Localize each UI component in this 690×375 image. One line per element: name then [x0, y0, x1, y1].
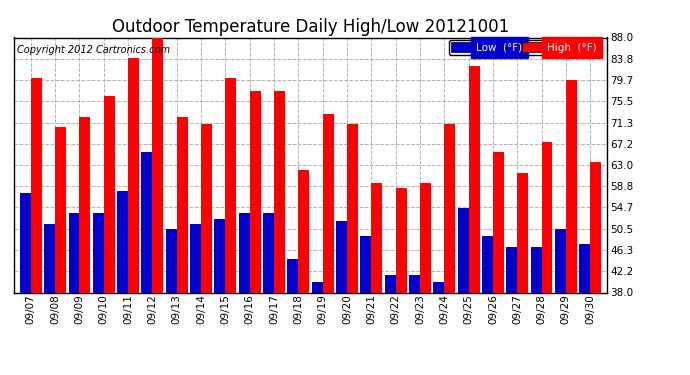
Bar: [263, 213, 274, 292]
Bar: [190, 224, 201, 292]
Bar: [444, 124, 455, 292]
Bar: [128, 58, 139, 292]
Bar: [482, 236, 493, 292]
Bar: [469, 66, 480, 292]
Bar: [117, 190, 128, 292]
Bar: [385, 274, 395, 292]
Bar: [371, 183, 382, 292]
Bar: [555, 229, 566, 292]
Bar: [166, 229, 177, 292]
Bar: [579, 244, 590, 292]
Bar: [215, 219, 226, 292]
Bar: [288, 260, 298, 292]
Bar: [590, 162, 601, 292]
Bar: [31, 78, 42, 292]
Bar: [298, 170, 309, 292]
Bar: [360, 236, 371, 292]
Bar: [531, 247, 542, 292]
Bar: [44, 224, 55, 292]
Bar: [395, 188, 406, 292]
Bar: [312, 282, 323, 292]
Bar: [323, 114, 333, 292]
Bar: [55, 127, 66, 292]
Bar: [141, 152, 152, 292]
Bar: [457, 209, 469, 292]
Bar: [104, 96, 115, 292]
Legend: Low  (°F), High  (°F): Low (°F), High (°F): [449, 40, 599, 55]
Bar: [347, 124, 358, 292]
Title: Outdoor Temperature Daily High/Low 20121001: Outdoor Temperature Daily High/Low 20121…: [112, 18, 509, 36]
Bar: [542, 142, 553, 292]
Bar: [93, 213, 104, 292]
Bar: [420, 183, 431, 292]
Bar: [79, 117, 90, 292]
Bar: [518, 172, 528, 292]
Bar: [152, 38, 164, 292]
Bar: [409, 274, 420, 292]
Text: Copyright 2012 Cartronics.com: Copyright 2012 Cartronics.com: [17, 45, 170, 55]
Bar: [336, 221, 347, 292]
Bar: [274, 91, 285, 292]
Bar: [250, 91, 261, 292]
Bar: [177, 117, 188, 292]
Bar: [239, 213, 250, 292]
Bar: [20, 193, 31, 292]
Bar: [493, 152, 504, 292]
Bar: [566, 80, 577, 292]
Bar: [226, 78, 237, 292]
Bar: [433, 282, 444, 292]
Bar: [506, 247, 518, 292]
Bar: [201, 124, 212, 292]
Bar: [68, 213, 79, 292]
